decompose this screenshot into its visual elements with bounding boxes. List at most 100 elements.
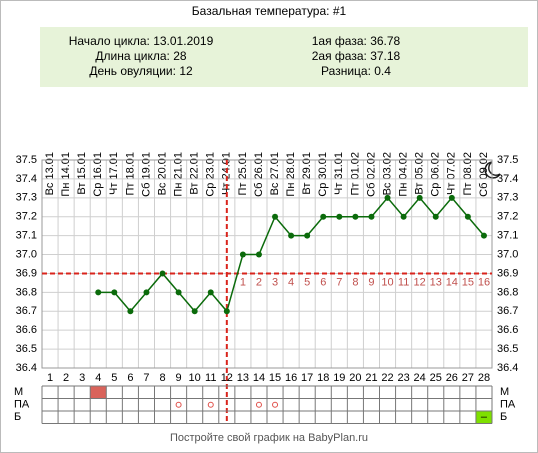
y-tick-label-right: 36.7: [497, 305, 518, 317]
y-tick-label: 37.3: [16, 192, 37, 204]
temperature-point: [223, 308, 230, 315]
temperature-point: [127, 308, 134, 315]
date-label: Вт 05.02: [414, 152, 426, 195]
temperature-point: [95, 289, 102, 296]
date-label: Вс 20.01: [156, 152, 168, 195]
date-label: Вс 03.02: [381, 152, 393, 195]
date-label: Ср 30.01: [317, 152, 329, 197]
date-label: Чт 24.01: [221, 152, 233, 195]
temperature-point: [432, 213, 439, 220]
x-tick-label: 20: [349, 372, 361, 384]
y-tick-label: 36.4: [16, 362, 37, 374]
summary-item: 2ая фаза: 37.18: [312, 49, 401, 63]
y-tick-label: 37.5: [16, 154, 37, 166]
temperature-point: [400, 213, 407, 220]
luteal-day: 14: [446, 276, 458, 288]
luteal-day: 13: [430, 276, 442, 288]
x-tick-label: 16: [285, 372, 297, 384]
row-marker: [90, 386, 107, 399]
date-label: Ср 06.02: [430, 152, 442, 197]
summary-item: 1ая фаза: 36.78: [312, 34, 401, 48]
y-tick-label: 37.4: [16, 173, 37, 185]
x-tick-label: 22: [381, 372, 393, 384]
x-tick-label: 2: [63, 372, 69, 384]
y-tick-label-right: 37.2: [497, 211, 518, 223]
temperature-point: [304, 232, 311, 239]
temperature-point: [207, 289, 214, 296]
y-tick-label-right: 37.1: [497, 230, 518, 242]
x-tick-label: 4: [95, 372, 101, 384]
x-tick-label: 15: [269, 372, 281, 384]
luteal-day: 7: [336, 276, 342, 288]
plot-border: [41, 159, 493, 369]
date-label: Вт 22.01: [189, 152, 201, 195]
temperature-point: [320, 213, 327, 220]
temperature-point: [368, 213, 375, 220]
temperature-point: [272, 213, 279, 220]
date-label: Вт 29.01: [301, 152, 313, 195]
x-tick-label: 19: [333, 372, 345, 384]
summary-label: День овуляции:: [89, 64, 176, 78]
luteal-day: 16: [478, 276, 490, 288]
chart-title: Базальная температура: #1: [192, 4, 347, 18]
date-label: Вт 15.01: [76, 152, 88, 195]
y-tick-label: 36.8: [16, 286, 37, 298]
date-label: Пт 25.01: [237, 152, 249, 196]
luteal-day: 6: [320, 276, 326, 288]
date-label: Ср 16.01: [92, 152, 104, 197]
temperature-point: [255, 251, 262, 258]
y-tick-label-right: 36.5: [497, 343, 518, 355]
summary-label: 1ая фаза:: [312, 34, 367, 48]
luteal-day: 4: [288, 276, 294, 288]
luteal-day: 11: [398, 276, 409, 288]
temperature-point: [239, 251, 246, 258]
y-tick-label-right: 37.4: [497, 173, 518, 185]
summary-value: 12: [179, 64, 193, 78]
row-marker: [272, 401, 279, 408]
x-tick-label: 6: [127, 372, 133, 384]
date-label: Чт 31.01: [333, 152, 345, 195]
date-label: Сб 02.02: [365, 152, 377, 197]
luteal-day: 5: [304, 276, 310, 288]
luteal-day: 1: [240, 276, 246, 288]
row-label-right: Б: [500, 411, 507, 423]
summary-item: Длина цикла: 28: [95, 49, 186, 63]
temperature-point: [159, 270, 166, 277]
temperature-point: [111, 289, 118, 296]
date-label: Пт 18.01: [124, 152, 136, 196]
row-label: ПА: [14, 399, 30, 411]
x-tick-label: 18: [317, 372, 329, 384]
luteal-day: 12: [414, 276, 426, 288]
row-label: Б: [14, 411, 21, 423]
temperature-point: [288, 232, 295, 239]
temperature-point: [352, 213, 359, 220]
summary-value: 13.01.2019: [153, 34, 213, 48]
row-marker: [207, 401, 214, 408]
date-label: Вс 13.01: [44, 152, 56, 195]
luteal-day: 15: [462, 276, 474, 288]
x-tick-label: 3: [79, 372, 85, 384]
x-tick-label: 8: [159, 372, 165, 384]
x-tick-label: 7: [143, 372, 149, 384]
y-tick-label-right: 37.5: [497, 154, 518, 166]
date-label: Чт 17.01: [108, 152, 120, 195]
footer: Постройте свой график на BabyPlan.ru: [170, 432, 368, 444]
temperature-point: [191, 308, 198, 315]
summary-label: Длина цикла:: [95, 49, 169, 63]
row-marker: [255, 401, 262, 408]
date-label: Сб 19.01: [140, 152, 152, 197]
date-label: Чт 07.02: [446, 152, 458, 195]
summary-value: 37.18: [370, 49, 400, 63]
luteal-day: 8: [352, 276, 358, 288]
x-tick-label: 25: [430, 372, 442, 384]
date-label: Пн 21.01: [173, 152, 185, 197]
temperature-point: [416, 194, 423, 201]
row-mark: –: [481, 411, 488, 423]
date-label: Пн 14.01: [60, 152, 72, 197]
x-tick-label: 17: [301, 372, 313, 384]
temperature-point: [175, 289, 182, 296]
luteal-day: 3: [272, 276, 278, 288]
row-marker: [475, 411, 492, 424]
x-tick-label: 13: [237, 372, 249, 384]
y-tick-label: 36.9: [16, 267, 37, 279]
